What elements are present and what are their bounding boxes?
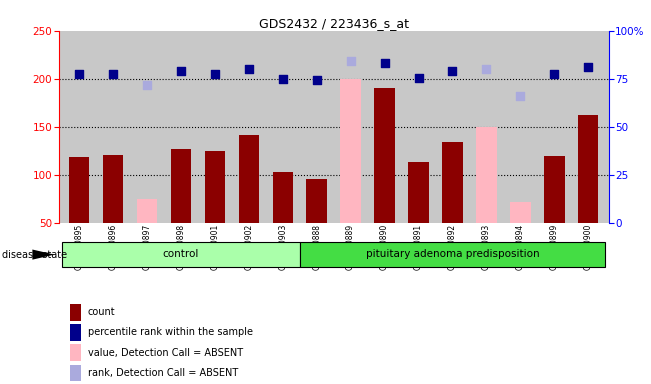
- Bar: [442, 142, 463, 223]
- Bar: [69, 157, 89, 223]
- Bar: [62, 242, 299, 267]
- Point: [277, 76, 288, 82]
- Bar: [408, 162, 429, 223]
- Text: pituitary adenoma predisposition: pituitary adenoma predisposition: [366, 249, 539, 260]
- Polygon shape: [33, 250, 55, 260]
- Point: [413, 74, 424, 81]
- Bar: [171, 149, 191, 223]
- Point: [346, 58, 356, 65]
- Text: disease state: disease state: [2, 250, 67, 260]
- Point: [107, 71, 118, 77]
- Point: [583, 64, 594, 70]
- Bar: [70, 324, 81, 341]
- Point: [243, 66, 254, 72]
- Point: [515, 93, 525, 99]
- Bar: [70, 364, 81, 381]
- Text: rank, Detection Call = ABSENT: rank, Detection Call = ABSENT: [88, 368, 238, 378]
- Bar: [238, 136, 259, 223]
- Bar: [70, 344, 81, 361]
- Point: [380, 60, 390, 66]
- Point: [74, 71, 84, 77]
- Text: control: control: [163, 249, 199, 260]
- Bar: [273, 172, 293, 223]
- Bar: [374, 88, 395, 223]
- Bar: [578, 115, 598, 223]
- Point: [311, 77, 322, 83]
- Bar: [544, 157, 564, 223]
- Text: percentile rank within the sample: percentile rank within the sample: [88, 328, 253, 338]
- Title: GDS2432 / 223436_s_at: GDS2432 / 223436_s_at: [258, 17, 409, 30]
- Point: [481, 66, 492, 72]
- Text: value, Detection Call = ABSENT: value, Detection Call = ABSENT: [88, 348, 243, 358]
- Bar: [70, 304, 81, 321]
- Text: count: count: [88, 307, 115, 317]
- Bar: [204, 151, 225, 223]
- Bar: [477, 127, 497, 223]
- Bar: [510, 202, 531, 223]
- Bar: [340, 79, 361, 223]
- Bar: [307, 179, 327, 223]
- Point: [447, 68, 458, 74]
- Point: [549, 71, 560, 77]
- Point: [142, 83, 152, 89]
- Bar: [299, 242, 605, 267]
- Point: [210, 71, 220, 77]
- Bar: [137, 199, 157, 223]
- Point: [176, 68, 186, 74]
- Bar: [103, 155, 123, 223]
